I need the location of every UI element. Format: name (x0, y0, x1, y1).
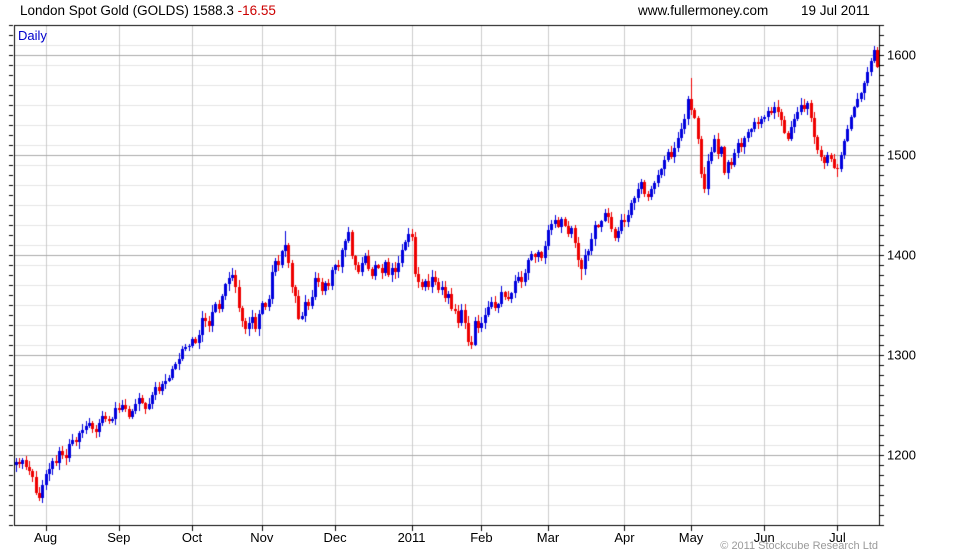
instrument-title-text: London Spot Gold (GOLDS) 1588.3 (20, 3, 238, 18)
price-change-text: -16.55 (237, 3, 276, 18)
chart-title: London Spot Gold (GOLDS) 1588.3 -16.55 (20, 3, 276, 18)
x-axis-label: Sep (107, 530, 131, 545)
x-axis-label: 2011 (397, 530, 426, 545)
x-axis-label: Aug (34, 530, 58, 545)
y-axis-label: 1600 (887, 47, 916, 63)
x-axis-label: Jul (829, 530, 846, 545)
x-axis-label: Mar (536, 530, 560, 545)
date-text: 19 Jul 2011 (801, 3, 870, 18)
y-axis-label: 1400 (887, 247, 916, 263)
x-axis-label: Jun (753, 530, 775, 545)
x-axis-label: Nov (250, 530, 274, 545)
y-axis-label: 1200 (887, 447, 916, 463)
x-axis-label: Dec (323, 530, 347, 545)
copyright-text: © 2011 Stockcube Research Ltd (720, 540, 878, 552)
x-axis-label: May (678, 530, 704, 545)
timeframe-label: Daily (18, 28, 47, 43)
website-text: www.fullermoney.com (638, 3, 769, 18)
x-axis-label: Apr (614, 530, 635, 545)
x-axis-label: Oct (181, 530, 203, 545)
y-axis-label: 1300 (887, 347, 916, 363)
y-axis-label: 1500 (887, 147, 916, 163)
x-axis-label: Feb (470, 530, 493, 545)
